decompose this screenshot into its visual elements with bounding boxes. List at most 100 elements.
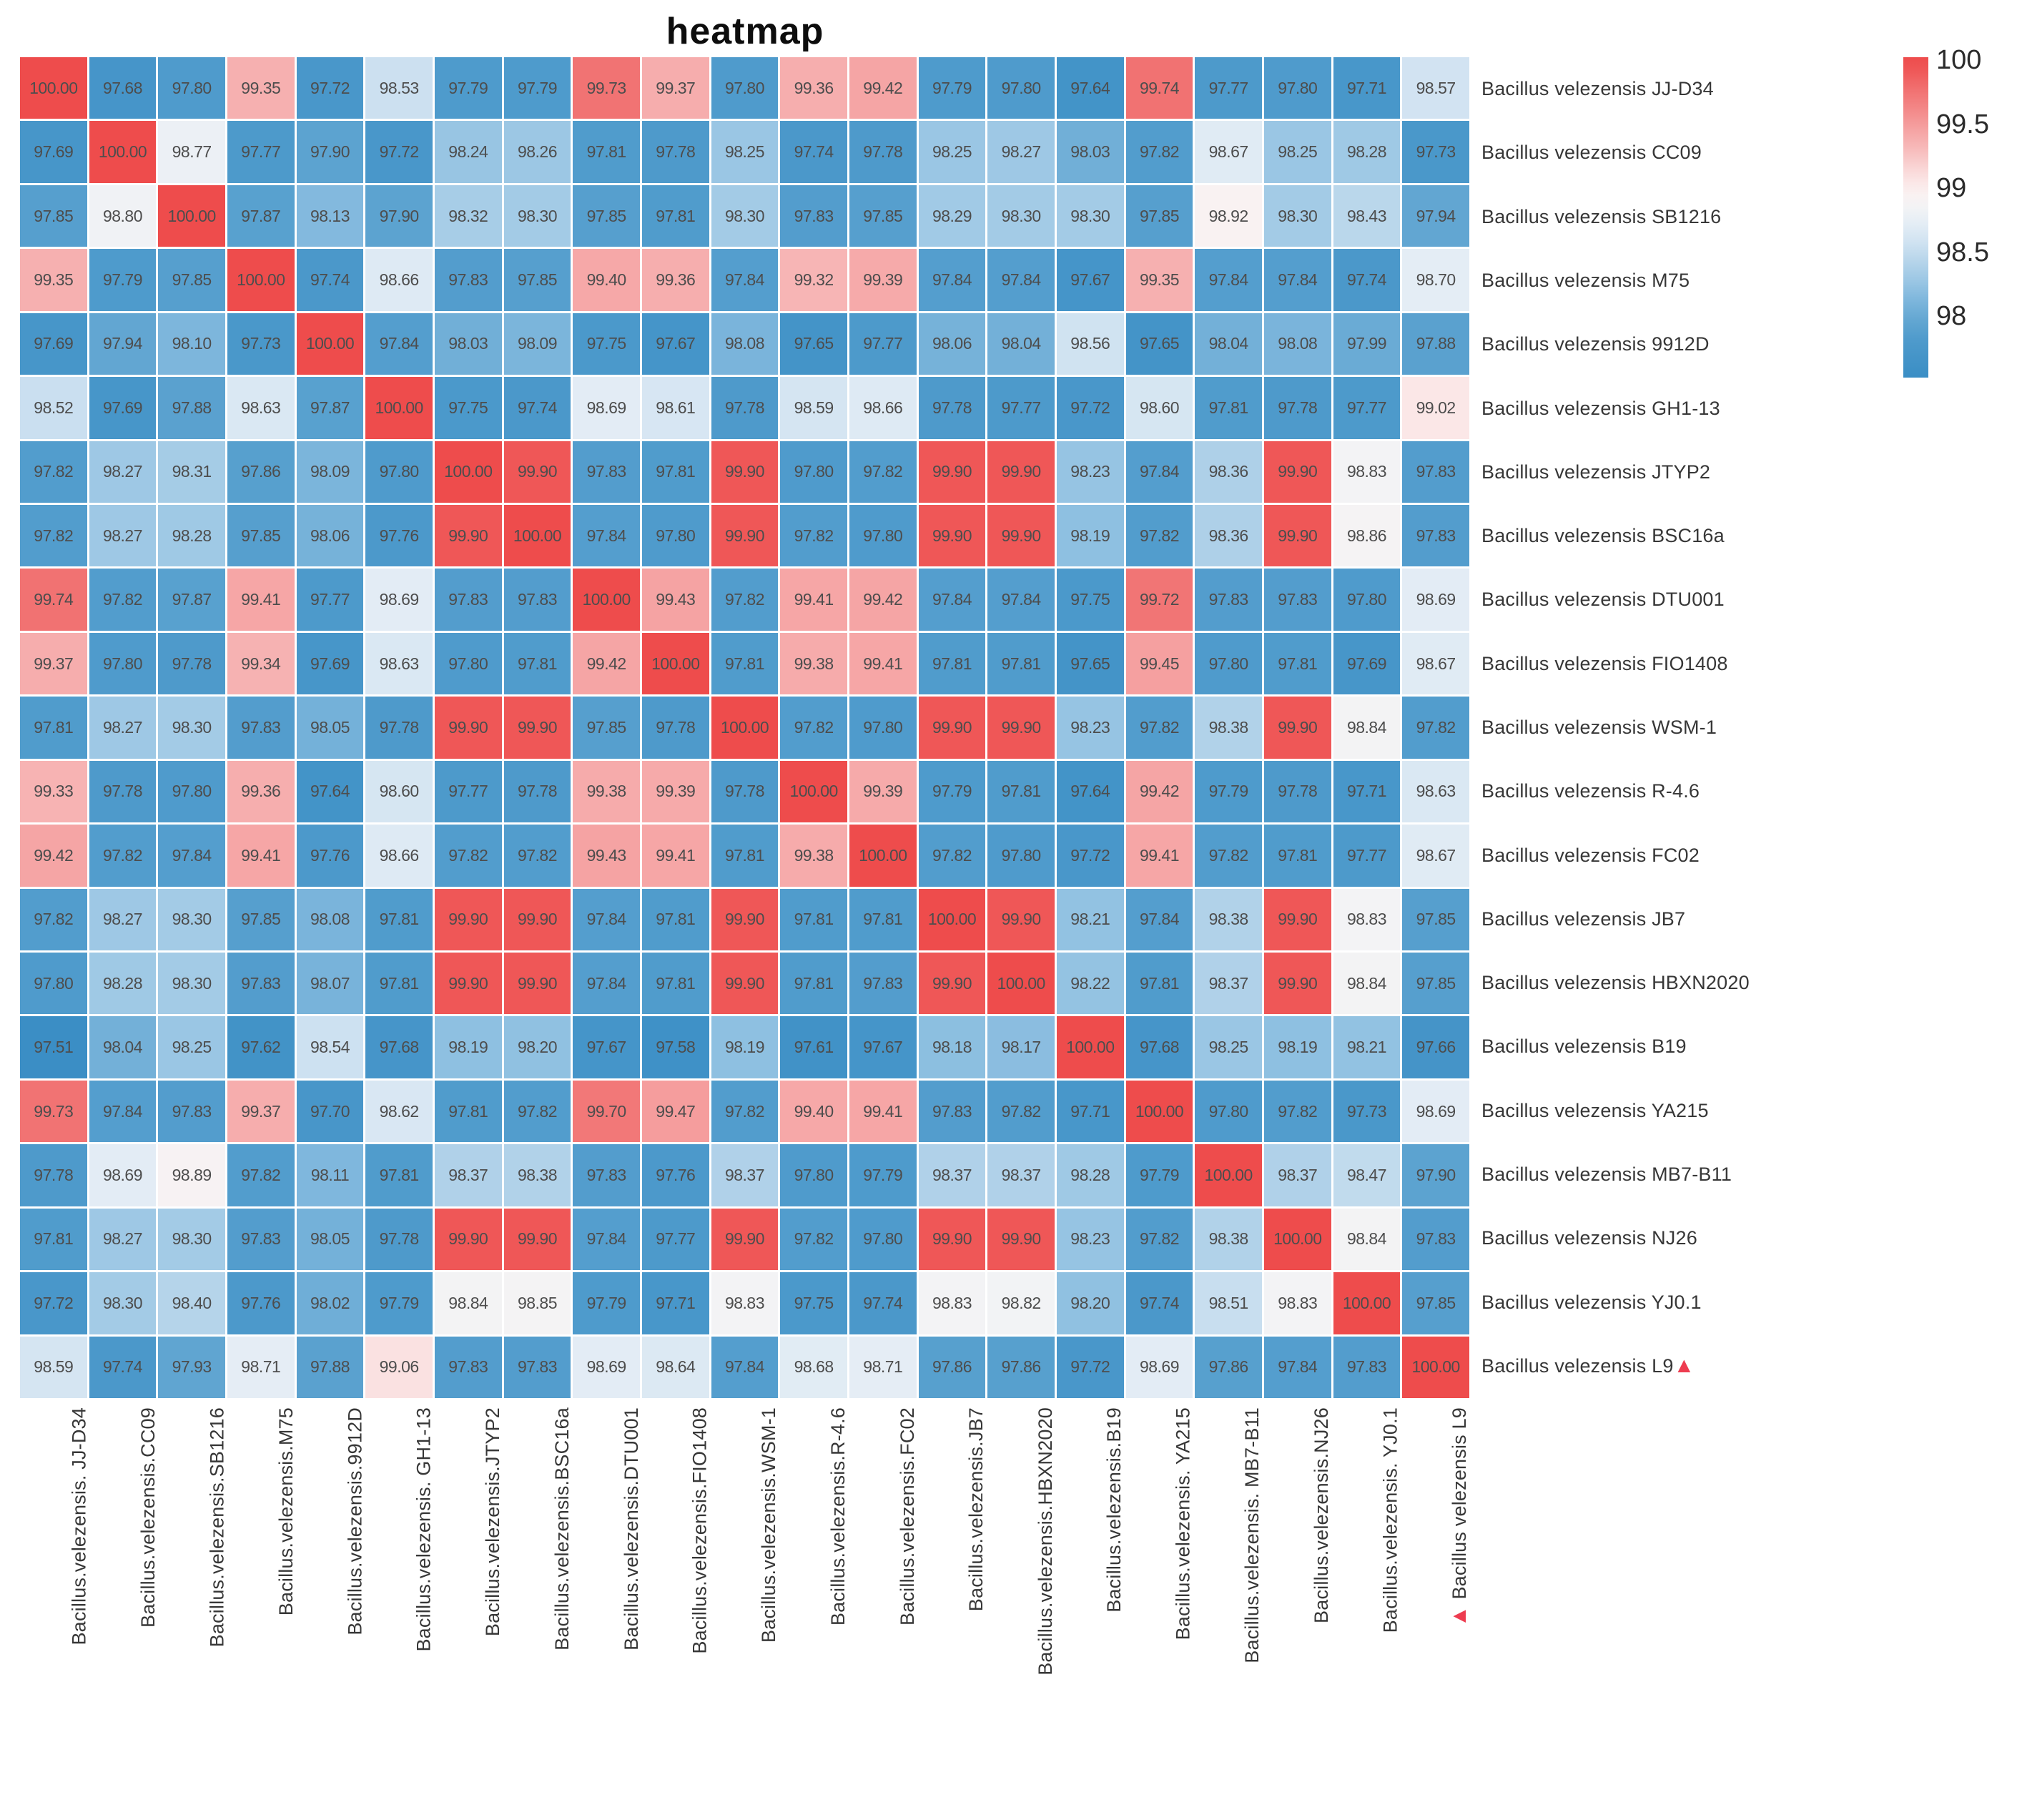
heatmap-cell: 97.69	[89, 377, 157, 439]
col-label-text: Bacillus.velezensis. JJ-D34	[68, 1407, 90, 1646]
heatmap-cell: 100.00	[1402, 1336, 1469, 1398]
heatmap-cell: 98.38	[1195, 697, 1262, 759]
heatmap-cell: 98.82	[987, 1272, 1055, 1334]
chart-title: heatmap	[666, 11, 824, 52]
heatmap-cell: 97.72	[20, 1272, 87, 1334]
heatmap-cell: 97.79	[918, 760, 986, 823]
heatmap-cell: 97.74	[849, 1272, 917, 1334]
heatmap-cell: 97.67	[849, 1016, 917, 1078]
heatmap-cell: 98.69	[89, 1144, 157, 1206]
heatmap-cell: 98.67	[1402, 632, 1469, 695]
heatmap-cell: 99.32	[780, 249, 847, 311]
heatmap-cell: 98.83	[1333, 441, 1401, 503]
heatmap-cell: 97.69	[20, 313, 87, 375]
heatmap-cell: 98.25	[918, 121, 986, 183]
heatmap-cell: 97.79	[918, 57, 986, 119]
heatmap-cell: 99.90	[711, 1208, 779, 1271]
col-label-text: Bacillus.velezensis.9912D	[344, 1407, 366, 1635]
heatmap-cell: 97.71	[1333, 760, 1401, 823]
heatmap-cell: 98.31	[158, 441, 225, 503]
col-label-text: Bacillus.velezensis.BSC16a	[551, 1407, 573, 1651]
heatmap-cell: 99.37	[641, 57, 709, 119]
heatmap-cell: 99.02	[1402, 377, 1469, 439]
heatmap-cell: 97.80	[849, 505, 917, 567]
heatmap-cell: 97.72	[296, 57, 364, 119]
heatmap-cell: 97.85	[1402, 888, 1469, 950]
heatmap-cell: 98.24	[434, 121, 502, 183]
heatmap-cell: 97.83	[849, 953, 917, 1015]
heatmap-cell: 97.86	[227, 441, 295, 503]
heatmap-cell: 97.68	[89, 57, 157, 119]
heatmap-cell: 98.71	[849, 1336, 917, 1398]
heatmap-cell: 98.30	[503, 185, 571, 247]
row-label: Bacillus velezensis HBXN2020	[1481, 951, 1750, 1015]
heatmap-cell: 97.85	[1402, 1272, 1469, 1334]
heatmap-cell: 99.90	[987, 888, 1055, 950]
heatmap-cell: 97.87	[158, 569, 225, 631]
heatmap-cell: 97.83	[1195, 569, 1262, 631]
heatmap-cell: 98.29	[918, 185, 986, 247]
heatmap-cell: 98.83	[918, 1272, 986, 1334]
heatmap-cell: 98.20	[503, 1016, 571, 1078]
row-label-text: Bacillus velezensis DTU001	[1481, 589, 1725, 611]
heatmap-cell: 98.66	[365, 249, 433, 311]
heatmap-cell: 98.83	[711, 1272, 779, 1334]
heatmap-cell: 99.36	[641, 249, 709, 311]
heatmap-cell: 97.78	[918, 377, 986, 439]
row-label-text: Bacillus velezensis M75	[1481, 270, 1690, 291]
heatmap-cell: 97.81	[641, 441, 709, 503]
heatmap-cell: 97.74	[1125, 1272, 1193, 1334]
heatmap-cell: 97.82	[1125, 121, 1193, 183]
heatmap-cell: 97.84	[573, 505, 640, 567]
heatmap-cell: 99.90	[987, 697, 1055, 759]
heatmap-cell: 97.81	[711, 825, 779, 887]
heatmap-cell: 97.78	[158, 632, 225, 695]
heatmap-cell: 98.22	[1056, 953, 1124, 1015]
heatmap-cell: 98.69	[1402, 569, 1469, 631]
heatmap-cell: 100.00	[1263, 1208, 1331, 1271]
col-label: Bacillus.velezensis.BSC16a	[550, 1407, 574, 1651]
heatmap-cell: 97.79	[89, 249, 157, 311]
heatmap-cell: 97.83	[573, 1144, 640, 1206]
row-label-text: Bacillus velezensis 9912D	[1481, 333, 1710, 355]
heatmap-cell: 97.70	[296, 1080, 364, 1143]
heatmap-cell: 98.21	[1056, 888, 1124, 950]
heatmap-cell: 97.85	[1402, 953, 1469, 1015]
heatmap-cell: 97.75	[780, 1272, 847, 1334]
heatmap-cell: 98.06	[918, 313, 986, 375]
heatmap-cell: 98.77	[158, 121, 225, 183]
heatmap-cell: 98.25	[711, 121, 779, 183]
heatmap-cell: 97.65	[1056, 632, 1124, 695]
heatmap-cell: 97.82	[20, 505, 87, 567]
heatmap-cell: 99.90	[434, 888, 502, 950]
row-label-text: Bacillus velezensis JTYP2	[1481, 461, 1711, 483]
heatmap-cell: 97.88	[1402, 313, 1469, 375]
heatmap-cell: 98.84	[1333, 697, 1401, 759]
heatmap-cell: 100.00	[365, 377, 433, 439]
heatmap-cell: 98.37	[987, 1144, 1055, 1206]
heatmap-cell: 99.90	[711, 953, 779, 1015]
heatmap-cell: 97.82	[987, 1080, 1055, 1143]
heatmap-cell: 100.00	[573, 569, 640, 631]
heatmap-cell: 98.66	[365, 825, 433, 887]
heatmap-cell: 99.42	[573, 632, 640, 695]
heatmap-cell: 99.90	[918, 697, 986, 759]
heatmap-cell: 100.00	[1195, 1144, 1262, 1206]
heatmap-cell: 97.83	[1402, 505, 1469, 567]
heatmap-cell: 98.36	[1195, 441, 1262, 503]
heatmap-cell: 97.77	[296, 569, 364, 631]
heatmap-cell: 97.78	[89, 760, 157, 823]
heatmap-cell: 97.84	[918, 569, 986, 631]
heatmap-cell: 98.61	[641, 377, 709, 439]
heatmap-cell: 98.30	[89, 1272, 157, 1334]
heatmap-cell: 97.69	[1333, 632, 1401, 695]
heatmap-cell: 97.84	[987, 249, 1055, 311]
heatmap-cell: 97.78	[711, 377, 779, 439]
heatmap-cell: 97.66	[1402, 1016, 1469, 1078]
heatmap-cell: 97.58	[641, 1016, 709, 1078]
col-label: Bacillus.velezensis.DTU001	[618, 1407, 643, 1651]
heatmap-cell: 97.85	[158, 249, 225, 311]
heatmap-cell: 98.69	[573, 377, 640, 439]
heatmap-cell: 99.40	[573, 249, 640, 311]
